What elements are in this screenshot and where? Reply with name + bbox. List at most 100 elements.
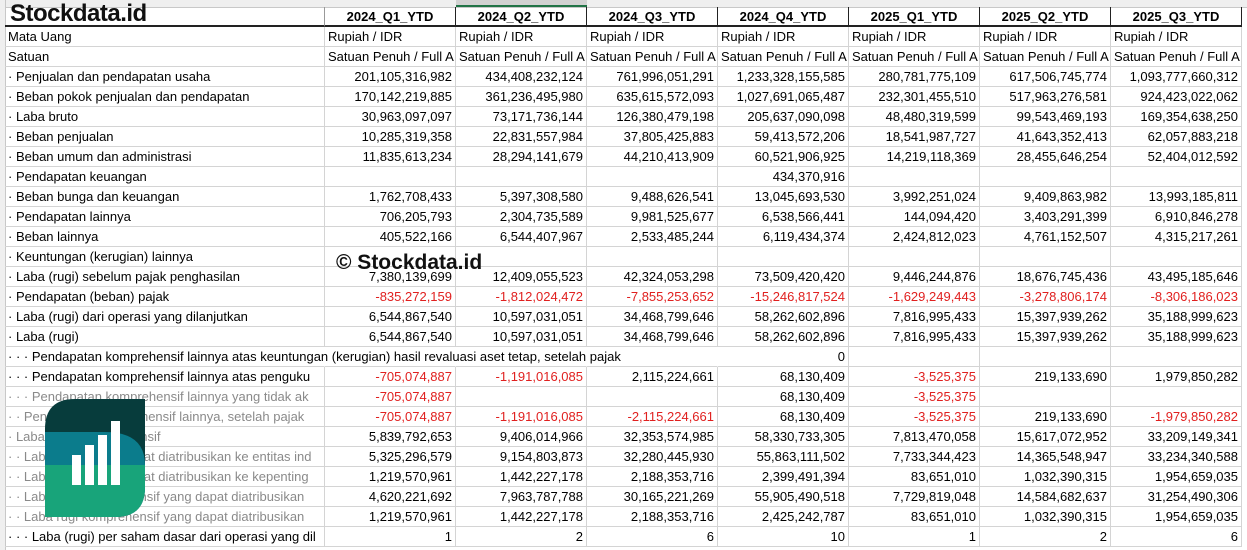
value-cell[interactable]: 1,032,390,315 <box>980 467 1111 487</box>
value-cell[interactable] <box>980 347 1111 367</box>
row-label[interactable]: · Pendapatan keuangan <box>5 167 325 187</box>
value-cell[interactable]: 14,365,548,947 <box>980 447 1111 467</box>
value-cell[interactable]: -3,525,375 <box>849 367 980 387</box>
value-cell[interactable]: 7,813,470,058 <box>849 427 980 447</box>
value-cell[interactable]: 5,397,308,580 <box>456 187 587 207</box>
value-cell[interactable]: 1,954,659,035 <box>1111 507 1242 527</box>
unit-cell[interactable]: Satuan Penuh / Full A <box>1111 47 1242 67</box>
value-cell[interactable]: 1,219,570,961 <box>325 467 456 487</box>
value-cell[interactable]: 761,996,051,291 <box>587 67 718 87</box>
value-cell[interactable]: 2 <box>980 527 1111 547</box>
value-cell[interactable]: 3,403,291,399 <box>980 207 1111 227</box>
unit-cell[interactable]: Satuan Penuh / Full A <box>325 47 456 67</box>
value-cell[interactable]: -705,074,887 <box>325 387 456 407</box>
value-cell[interactable]: 6,910,846,278 <box>1111 207 1242 227</box>
value-cell[interactable]: 2,424,812,023 <box>849 227 980 247</box>
value-cell[interactable]: -2,115,224,661 <box>587 407 718 427</box>
value-cell[interactable]: 35,188,999,623 <box>1111 307 1242 327</box>
row-label[interactable]: · Laba bruto <box>5 107 325 127</box>
value-cell[interactable]: 33,209,149,341 <box>1111 427 1242 447</box>
value-cell[interactable]: 0 <box>718 347 849 367</box>
row-label[interactable]: · Keuntungan (kerugian) lainnya <box>5 247 325 267</box>
value-cell[interactable] <box>980 387 1111 407</box>
value-cell[interactable] <box>456 387 587 407</box>
value-cell[interactable]: -7,855,253,652 <box>587 287 718 307</box>
value-cell[interactable]: 15,397,939,262 <box>980 327 1111 347</box>
unit-cell[interactable]: Satuan Penuh / Full A <box>718 47 849 67</box>
value-cell[interactable]: 55,863,111,502 <box>718 447 849 467</box>
value-cell[interactable]: 11,835,613,234 <box>325 147 456 167</box>
value-cell[interactable]: 6,544,867,540 <box>325 307 456 327</box>
value-cell[interactable]: 15,617,072,952 <box>980 427 1111 447</box>
value-cell[interactable]: -705,074,887 <box>325 367 456 387</box>
value-cell[interactable]: 1 <box>325 527 456 547</box>
value-cell[interactable]: 9,154,803,873 <box>456 447 587 467</box>
value-cell[interactable]: 10,285,319,358 <box>325 127 456 147</box>
value-cell[interactable]: 2,188,353,716 <box>587 507 718 527</box>
unit-cell[interactable]: Satuan Penuh / Full A <box>456 47 587 67</box>
value-cell[interactable]: 18,676,745,436 <box>980 267 1111 287</box>
value-cell[interactable]: 10 <box>718 527 849 547</box>
value-cell[interactable] <box>325 247 456 267</box>
value-cell[interactable]: 219,133,690 <box>980 367 1111 387</box>
value-cell[interactable]: 9,488,626,541 <box>587 187 718 207</box>
value-cell[interactable]: 405,522,166 <box>325 227 456 247</box>
value-cell[interactable]: 58,262,602,896 <box>718 307 849 327</box>
currency-cell[interactable]: Rupiah / IDR <box>456 27 587 47</box>
value-cell[interactable]: 205,637,090,098 <box>718 107 849 127</box>
currency-cell[interactable]: Rupiah / IDR <box>718 27 849 47</box>
value-cell[interactable]: 68,130,409 <box>718 367 849 387</box>
value-cell[interactable]: 924,423,022,062 <box>1111 87 1242 107</box>
value-cell[interactable]: -3,525,375 <box>849 387 980 407</box>
value-cell[interactable]: 1,219,570,961 <box>325 507 456 527</box>
value-cell[interactable] <box>456 167 587 187</box>
value-cell[interactable]: 1 <box>849 527 980 547</box>
value-cell[interactable] <box>456 347 587 367</box>
value-cell[interactable]: 14,219,118,369 <box>849 147 980 167</box>
value-cell[interactable]: 34,468,799,646 <box>587 327 718 347</box>
value-cell[interactable]: 55,905,490,518 <box>718 487 849 507</box>
value-cell[interactable]: 7,963,787,788 <box>456 487 587 507</box>
value-cell[interactable]: 5,839,792,653 <box>325 427 456 447</box>
value-cell[interactable]: 22,831,557,984 <box>456 127 587 147</box>
value-cell[interactable]: 68,130,409 <box>718 407 849 427</box>
value-cell[interactable]: -1,191,016,085 <box>456 407 587 427</box>
value-cell[interactable]: 434,408,232,124 <box>456 67 587 87</box>
row-label[interactable]: · · Pendapatan komprehensif lainnya, set… <box>5 407 325 427</box>
value-cell[interactable]: 7,729,819,048 <box>849 487 980 507</box>
value-cell[interactable]: 35,188,999,623 <box>1111 327 1242 347</box>
currency-cell[interactable]: Rupiah / IDR <box>1111 27 1242 47</box>
value-cell[interactable]: 434,370,916 <box>718 167 849 187</box>
value-cell[interactable]: -1,979,850,282 <box>1111 407 1242 427</box>
value-cell[interactable]: 28,455,646,254 <box>980 147 1111 167</box>
value-cell[interactable]: 6,538,566,441 <box>718 207 849 227</box>
value-cell[interactable]: -1,629,249,443 <box>849 287 980 307</box>
value-cell[interactable]: 6,544,867,540 <box>325 327 456 347</box>
value-cell[interactable] <box>325 347 456 367</box>
value-cell[interactable]: 58,262,602,896 <box>718 327 849 347</box>
value-cell[interactable]: -3,278,806,174 <box>980 287 1111 307</box>
value-cell[interactable]: 7,816,995,433 <box>849 327 980 347</box>
value-cell[interactable]: 15,397,939,262 <box>980 307 1111 327</box>
value-cell[interactable]: 1,762,708,433 <box>325 187 456 207</box>
value-cell[interactable]: 7,380,139,699 <box>325 267 456 287</box>
value-cell[interactable]: 52,404,012,592 <box>1111 147 1242 167</box>
value-cell[interactable]: 144,094,420 <box>849 207 980 227</box>
value-cell[interactable]: 12,409,055,523 <box>456 267 587 287</box>
value-cell[interactable] <box>849 167 980 187</box>
value-cell[interactable]: 1,093,777,660,312 <box>1111 67 1242 87</box>
row-label[interactable]: · · Laba rugi komprehensif yang dapat di… <box>5 487 325 507</box>
value-cell[interactable] <box>980 167 1111 187</box>
value-cell[interactable]: -1,812,024,472 <box>456 287 587 307</box>
value-cell[interactable]: 48,480,319,599 <box>849 107 980 127</box>
row-label[interactable]: Satuan <box>5 47 325 67</box>
row-label[interactable]: · Penjualan dan pendapatan usaha <box>5 67 325 87</box>
column-header-2025_Q3_YTD[interactable]: 2025_Q3_YTD <box>1111 7 1242 27</box>
row-label[interactable]: · Beban pokok penjualan dan pendapatan <box>5 87 325 107</box>
row-label[interactable]: · Pendapatan (beban) pajak <box>5 287 325 307</box>
value-cell[interactable]: -8,306,186,023 <box>1111 287 1242 307</box>
value-cell[interactable]: 42,324,053,298 <box>587 267 718 287</box>
value-cell[interactable]: 2,304,735,589 <box>456 207 587 227</box>
value-cell[interactable] <box>1111 347 1242 367</box>
value-cell[interactable]: 5,325,296,579 <box>325 447 456 467</box>
